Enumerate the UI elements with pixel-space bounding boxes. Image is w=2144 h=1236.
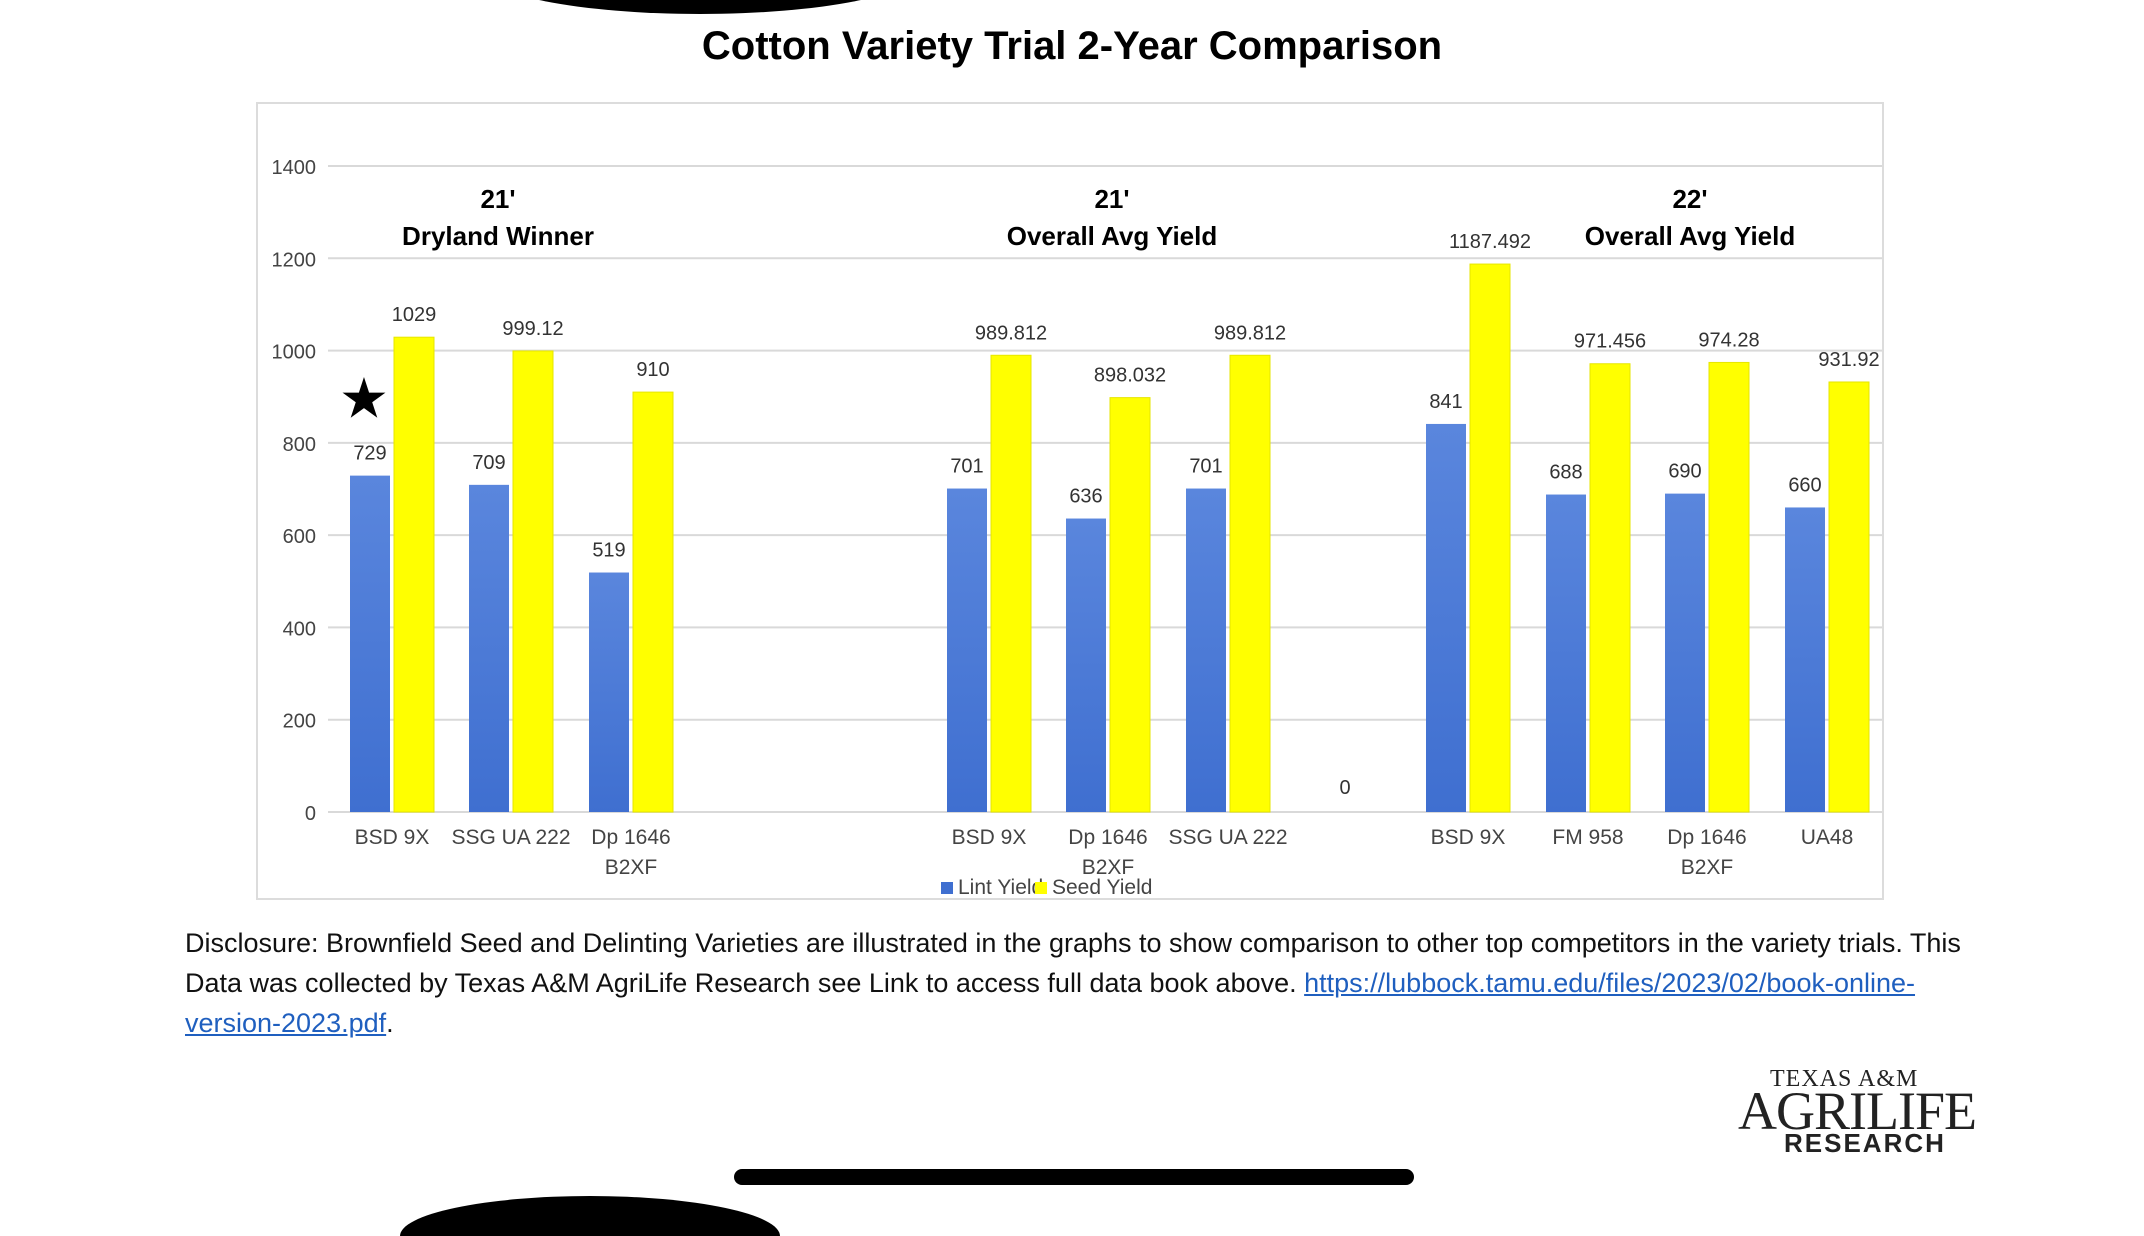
y-tick-label: 1400 (272, 157, 317, 179)
y-tick-label: 600 (283, 526, 316, 548)
seed-value-label: 971.456 (1574, 331, 1646, 353)
seed-bar (1589, 363, 1631, 813)
x-tick-label: FM 958 (1552, 826, 1623, 849)
top-edge-shape (480, 0, 920, 14)
y-tick-label: 200 (283, 711, 316, 733)
group-title-label: Overall Avg Yield (1007, 221, 1218, 251)
lint-value-label: 660 (1788, 474, 1821, 496)
y-tick-label: 0 (305, 803, 316, 825)
group-title-year: 21' (480, 184, 515, 214)
seed-value-label: 931.92 (1818, 349, 1879, 371)
group-title-label: Dryland Winner (402, 221, 594, 251)
bar-chart: 0 200 400 600 800 1000 1200 1400 21' Dryland Winn… (272, 157, 1882, 898)
seed-bar (1229, 354, 1271, 813)
x-tick-label: Dp 1646 (1068, 826, 1147, 849)
x-tick-label: Dp 1646 (591, 826, 670, 849)
lint-value-label: 841 (1429, 391, 1462, 413)
data-book-link[interactable]: https://lubbock.tamu.edu/files/2023/02/b… (185, 968, 1916, 1038)
lint-value-label: 690 (1668, 461, 1701, 483)
y-tick-label: 400 (283, 618, 316, 640)
chart-frame: 0 200 400 600 800 1000 1200 1400 21' Dryland Winn… (256, 102, 1884, 900)
agrilife-logo: TEXAS A&M AGRILIFE RESEARCH (1730, 1066, 1977, 1158)
y-tick-label: 800 (283, 434, 316, 456)
stray-value-label: 0 (1339, 777, 1350, 799)
lint-value-label: 636 (1069, 486, 1102, 508)
lint-bar (469, 484, 509, 812)
legend-label-seed: Seed Yield (1052, 876, 1152, 898)
lint-bar (1665, 493, 1705, 812)
x-tick-label: Dp 1646 (1667, 826, 1746, 849)
bottom-edge-shape (400, 1196, 780, 1236)
seed-value-label: 989.812 (975, 322, 1047, 344)
lint-bar (1066, 518, 1106, 812)
legend-swatch-seed (1035, 882, 1047, 894)
legend-label-lint: Lint Yield (958, 876, 1043, 898)
logo-line-1: TEXAS A&M (1770, 1066, 1919, 1092)
logo-line-2: AGRILIFE (1738, 1081, 1977, 1141)
seed-bar (1708, 361, 1750, 813)
lint-bar (1186, 488, 1226, 812)
seed-bar (393, 336, 435, 813)
logo-line-3: RESEARCH (1784, 1128, 1946, 1158)
lint-bar (1546, 494, 1586, 812)
lint-value-label: 519 (592, 540, 625, 562)
group-title-year: 22' (1672, 184, 1707, 214)
y-tick-label: 1000 (272, 342, 317, 364)
seed-value-label: 1187.492 (1449, 231, 1531, 253)
seed-bar (1469, 263, 1511, 813)
x-tick-label: BSD 9X (952, 826, 1027, 849)
x-tick-label: B2XF (1681, 856, 1734, 879)
lint-value-label: 709 (472, 452, 505, 474)
seed-value-label: 1029 (392, 304, 437, 326)
seed-bar (632, 391, 674, 813)
lint-value-label: 701 (1189, 456, 1222, 478)
lint-bar (589, 572, 629, 812)
disclosure-body: Disclosure: Brownfield Seed and Delintin… (185, 928, 1961, 998)
seed-value-label: 910 (636, 359, 669, 381)
legend-swatch-lint (941, 882, 953, 894)
lint-bar (350, 475, 390, 812)
seed-value-label: 974.28 (1698, 329, 1759, 351)
seed-value-label: 999.12 (502, 318, 563, 340)
lint-value-label: 701 (950, 456, 983, 478)
winner-star-icon: ★ (339, 367, 389, 432)
x-tick-label: BSD 9X (1431, 826, 1506, 849)
seed-value-label: 898.032 (1094, 365, 1166, 387)
seed-bar (1109, 397, 1151, 813)
lint-bar (1785, 507, 1825, 812)
x-tick-label: UA48 (1801, 826, 1854, 849)
x-tick-label: B2XF (605, 856, 658, 879)
seed-bar (512, 350, 554, 813)
disclosure-tail: . (386, 1008, 394, 1038)
chart-title: Cotton Variety Trial 2-Year Comparison (701, 24, 1443, 68)
seed-bar (1828, 381, 1870, 813)
group-title-label: Overall Avg Yield (1585, 221, 1796, 251)
disclosure-text: Disclosure: Brownfield Seed and Delintin… (185, 923, 1985, 1043)
seed-bar (990, 354, 1032, 813)
y-tick-label: 1200 (272, 249, 317, 271)
lint-bar (947, 488, 987, 812)
home-indicator[interactable] (734, 1169, 1414, 1185)
group-title-year: 21' (1094, 184, 1129, 214)
lint-bar (1426, 423, 1466, 812)
lint-value-label: 729 (353, 443, 386, 465)
x-tick-label: BSD 9X (355, 826, 430, 849)
lint-value-label: 688 (1549, 462, 1582, 484)
x-tick-label: B2XF (1082, 856, 1135, 879)
x-tick-label: SSG UA 222 (451, 826, 570, 849)
x-tick-label: SSG UA 222 (1168, 826, 1287, 849)
seed-value-label: 989.812 (1214, 322, 1286, 344)
